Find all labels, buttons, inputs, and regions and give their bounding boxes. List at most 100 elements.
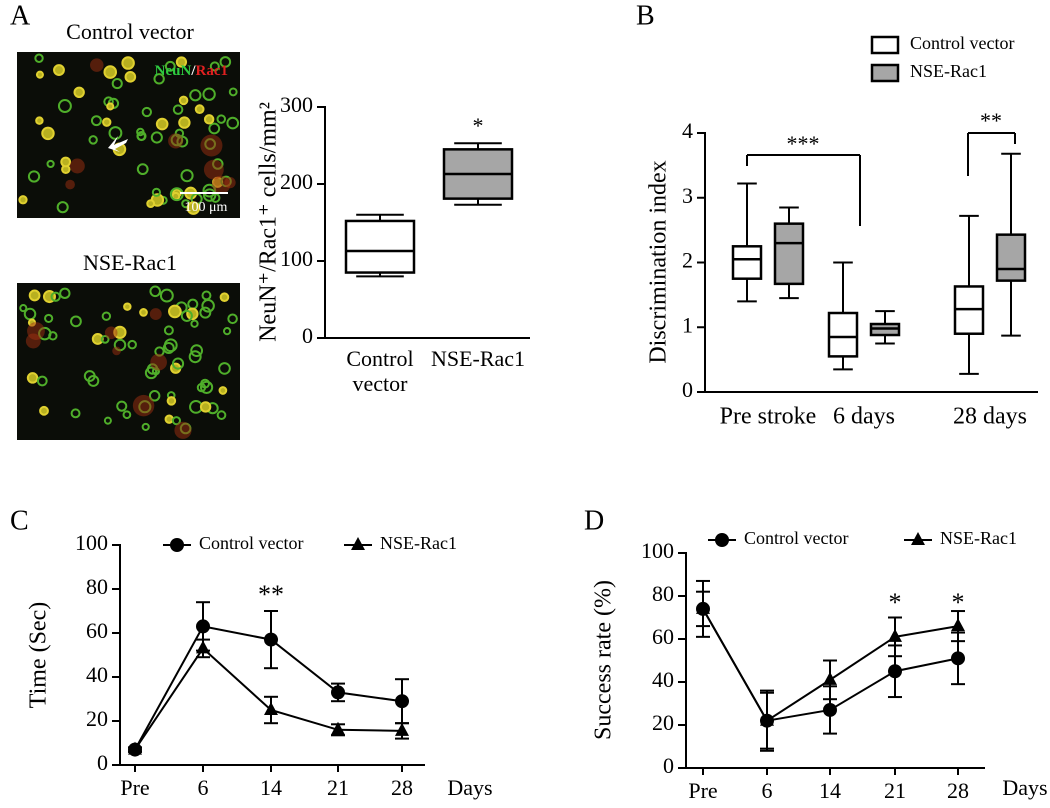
cell [36, 375, 48, 387]
cell [124, 71, 137, 83]
cell [171, 357, 185, 370]
cell [53, 64, 65, 76]
marker [331, 721, 345, 735]
cell [136, 163, 149, 176]
marker [823, 671, 837, 685]
cell [219, 56, 232, 68]
cell [122, 410, 132, 420]
y-tick-label: 20 [652, 710, 674, 735]
cell [121, 56, 135, 70]
cell [164, 414, 174, 424]
legend-label: Control vector [910, 33, 1014, 53]
cell [150, 131, 163, 144]
marker [823, 702, 837, 717]
marker [351, 537, 365, 550]
x-tick-label: 14 [260, 775, 282, 800]
cell [19, 304, 28, 313]
cell [188, 350, 202, 364]
scale-bar-label: 100 μm [185, 200, 228, 215]
arrow [108, 136, 128, 152]
marker [911, 532, 925, 545]
cell [216, 410, 227, 420]
legend-label: Control vector [744, 528, 848, 548]
marker [888, 628, 902, 642]
cell [44, 313, 54, 324]
cell [151, 187, 162, 197]
marker [760, 712, 774, 726]
x-tick-label: 6 [762, 778, 773, 803]
cell [216, 114, 227, 124]
cell [70, 408, 81, 419]
x-tick-label: 28 [391, 775, 413, 800]
legend-label: NSE-Rac1 [910, 61, 987, 81]
annotation: *** [787, 131, 820, 156]
stain-part: NeuN [155, 63, 192, 79]
cell [127, 339, 137, 350]
cell [201, 290, 212, 301]
marker [395, 694, 409, 709]
y-axis-label: Discrimination index [646, 160, 672, 363]
cell [190, 319, 199, 328]
y-tick-label: 40 [86, 662, 108, 687]
panel-letter: C [10, 505, 29, 536]
marker [888, 664, 902, 679]
y-tick-label: 100 [280, 246, 313, 271]
cell [189, 89, 202, 102]
box [827, 311, 859, 358]
y-tick-label: 0 [682, 377, 693, 402]
annotation: ** [980, 108, 1002, 133]
marker [395, 722, 409, 736]
marker [196, 640, 210, 654]
cell [141, 422, 150, 431]
cell [111, 78, 123, 90]
cell [178, 116, 191, 129]
cell [73, 86, 85, 99]
cell [226, 116, 240, 130]
x-tick-label: 28 days [953, 404, 1027, 430]
cell [60, 156, 72, 168]
y-tick-label: 1 [682, 312, 693, 337]
cell [180, 169, 194, 183]
x-tick-label: Pre [688, 778, 717, 803]
cell [123, 302, 132, 311]
cell [141, 106, 153, 118]
cell [56, 201, 69, 214]
marker [331, 685, 345, 700]
cell [106, 102, 115, 111]
cell [70, 315, 82, 328]
cell [90, 115, 102, 127]
cell [228, 87, 238, 97]
y-tick-label: 300 [280, 92, 313, 117]
marker [128, 741, 142, 755]
marker [951, 651, 965, 666]
cell-red [203, 159, 224, 180]
legend-swatch [870, 63, 900, 83]
cell [34, 53, 44, 63]
cell [209, 61, 220, 72]
y-tick-label: 0 [97, 750, 108, 775]
cell [168, 304, 182, 319]
x-axis-label: Days [447, 775, 492, 800]
y-tick-label: 3 [682, 183, 693, 208]
cell [208, 122, 221, 135]
cell [202, 87, 216, 101]
y-axis-label: Time (Sec) [26, 602, 52, 708]
cell [108, 126, 123, 140]
y-tick-label: 20 [86, 706, 108, 731]
y-tick-label: 100 [75, 530, 108, 555]
cell-red [132, 394, 155, 417]
annotation: * [952, 588, 965, 617]
legend-label: NSE-Rac1 [940, 528, 1017, 548]
cell [199, 401, 212, 413]
cell [136, 130, 147, 142]
cell-red [212, 175, 231, 194]
cell [200, 378, 210, 389]
legend-label: Control vector [199, 533, 303, 553]
cell [88, 135, 98, 145]
marker [715, 533, 729, 547]
cell [163, 338, 178, 353]
cell-red [150, 353, 167, 371]
marker [951, 618, 965, 632]
cell [218, 386, 228, 395]
